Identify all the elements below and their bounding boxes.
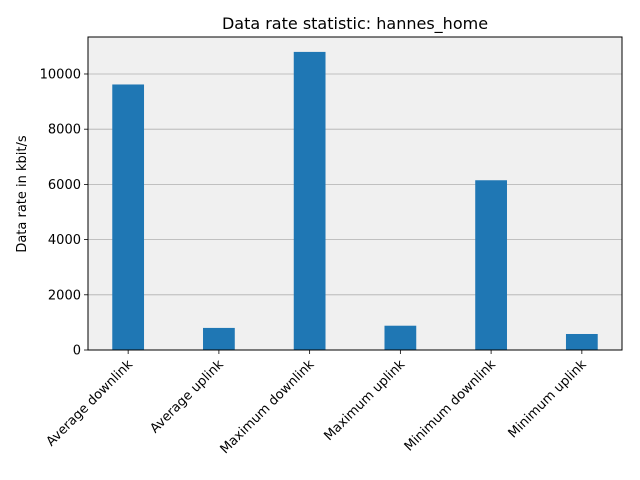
y-tick-label: 0 (73, 344, 81, 359)
bar (384, 325, 417, 350)
x-tick-label: Average uplink (148, 357, 228, 437)
plot-frame (87, 36, 623, 351)
plot-area-background (88, 37, 622, 350)
chart-title: Data rate statistic: hannes_home (222, 14, 488, 34)
y-tick-label: 8000 (48, 123, 81, 138)
bar (475, 180, 507, 350)
y-axis-ticks: 0 2000 4000 6000 8000 10000 (40, 67, 88, 359)
bar (112, 84, 145, 350)
x-tick-label: Average downlink (44, 357, 137, 450)
bars (112, 51, 598, 351)
y-tick-label: 6000 (48, 178, 81, 193)
y-tick-label: 4000 (48, 233, 81, 248)
bar (293, 51, 326, 351)
y-tick-label: 10000 (40, 67, 81, 82)
x-tick-label: Maximum downlink (218, 357, 318, 457)
x-tick-label: Maximum uplink (321, 357, 408, 444)
bar (203, 327, 235, 350)
y-tick-label: 2000 (48, 288, 81, 303)
x-tick-label: Minimum downlink (402, 357, 500, 455)
bar (565, 333, 598, 350)
y-axis-label: Data rate in kbit/s (15, 135, 30, 253)
x-tick-label: Minimum uplink (506, 357, 590, 441)
